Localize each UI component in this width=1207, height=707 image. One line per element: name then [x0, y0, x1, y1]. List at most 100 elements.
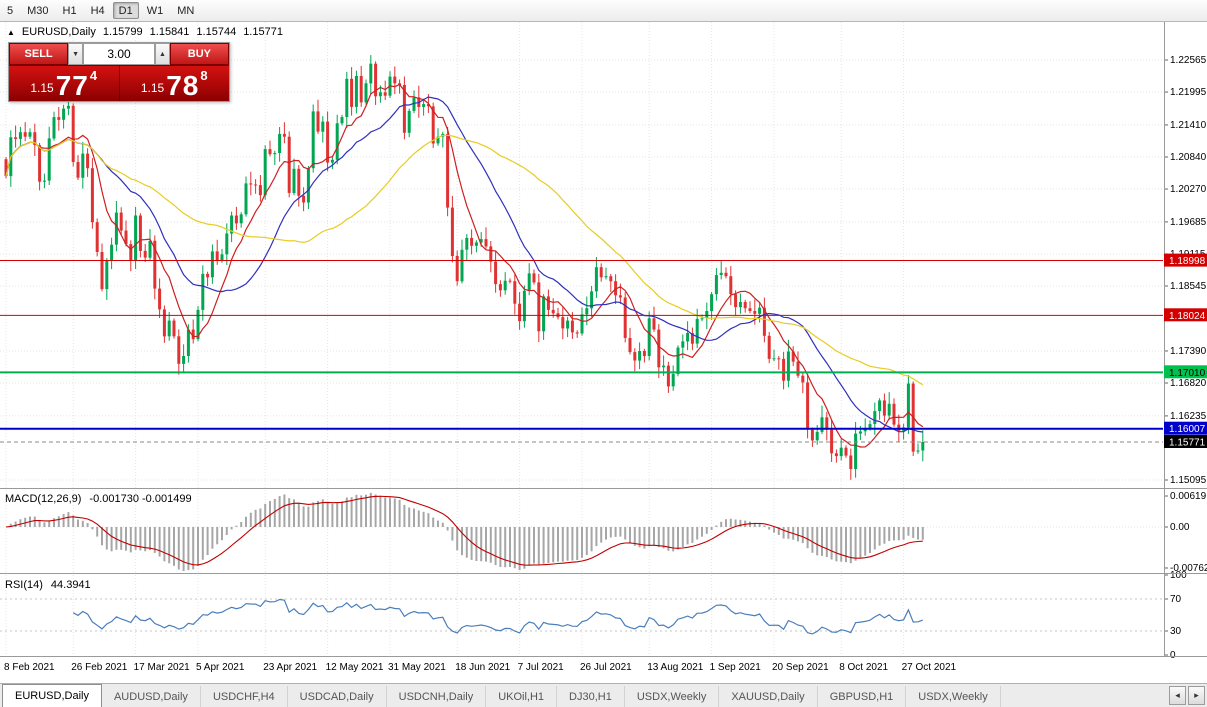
chart-tab-usdx-weekly[interactable]: USDX,Weekly	[625, 686, 720, 707]
candle	[633, 348, 637, 372]
macd-title: MACD(12,26,9)	[5, 493, 82, 505]
date-axis-label: 31 May 2021	[388, 662, 446, 673]
candle	[844, 445, 848, 458]
ma-line-20	[5, 96, 923, 433]
chart-tab-dj30-h1[interactable]: DJ30,H1	[557, 686, 625, 707]
price-axis-label: 1.21410	[1170, 120, 1207, 131]
tab-scroll-right-button[interactable]: ▸	[1188, 686, 1205, 705]
candle	[762, 297, 766, 343]
candle	[498, 280, 502, 297]
candle	[57, 106, 61, 131]
sell-price-display[interactable]: 1.15 77 4	[9, 66, 119, 101]
date-axis-label: 23 Apr 2021	[263, 662, 317, 673]
candle	[350, 67, 354, 116]
lot-increase-icon[interactable]: ▲	[155, 43, 170, 65]
timeframe-d1-button[interactable]: D1	[112, 2, 139, 19]
macd-axis-label: 0.00619	[1170, 491, 1207, 502]
candle	[810, 427, 814, 447]
candle	[33, 123, 37, 156]
price-badge-label: 1.18998	[1169, 256, 1206, 267]
candle	[450, 195, 454, 263]
candle	[210, 244, 214, 284]
timeframe-h1-button[interactable]: H1	[62, 4, 77, 17]
price-axis-label: 1.16235	[1170, 411, 1207, 422]
price-badge-label: 1.17010	[1169, 368, 1206, 379]
chart-tab-xauusd-daily[interactable]: XAUUSD,Daily	[719, 686, 818, 707]
price-badge-label: 1.18024	[1169, 311, 1206, 322]
date-axis-label: 8 Feb 2021	[4, 662, 55, 673]
candle	[825, 411, 829, 441]
sell-button[interactable]: SELL	[9, 43, 69, 65]
timeframe-m5-button[interactable]: 5	[7, 4, 14, 17]
candle	[182, 344, 186, 373]
candle	[652, 306, 656, 332]
candle	[686, 321, 690, 351]
chart-tab-usdcad-daily[interactable]: USDCAD,Daily	[288, 686, 387, 707]
candle	[705, 302, 709, 330]
candle	[158, 278, 162, 319]
collapse-panel-icon[interactable]: ▲	[7, 27, 15, 37]
price-axis-label: 1.21995	[1170, 87, 1207, 98]
candle	[494, 251, 498, 293]
candle	[772, 349, 776, 362]
timeframe-h4-button[interactable]: H4	[90, 4, 105, 17]
macd-signal-line	[5, 495, 923, 566]
candle	[172, 318, 176, 339]
candle	[753, 299, 757, 325]
lot-size-input[interactable]	[83, 43, 155, 65]
candle	[518, 292, 522, 330]
candle	[628, 327, 632, 355]
rsi-axis-label: 100	[1170, 570, 1187, 581]
candle	[921, 430, 925, 462]
candle	[359, 65, 363, 107]
chart-tab-usdchf-h4[interactable]: USDCHF,H4	[201, 686, 288, 707]
chart-tab-gbpusd-h1[interactable]: GBPUSD,H1	[818, 686, 907, 707]
rsi-line	[72, 598, 924, 635]
candle	[76, 155, 80, 181]
chart-tab-eurusd-daily[interactable]: EURUSD,Daily	[2, 684, 102, 707]
date-axis-label: 13 Aug 2021	[647, 662, 704, 673]
price-chart-canvas[interactable]: 8 Feb 2021 26 Feb 2021 17 Mar 2021 5 Apr 20…	[0, 22, 1207, 683]
price-axis-label: 1.20270	[1170, 184, 1207, 195]
candle	[537, 273, 541, 343]
chart-tab-usdx-weekly-2[interactable]: USDX,Weekly	[906, 686, 1001, 707]
candle	[278, 126, 282, 162]
date-axis-label: 18 Jun 2021	[455, 662, 510, 673]
price-badge	[1164, 365, 1207, 379]
buy-price-display[interactable]: 1.15 78 8	[120, 66, 230, 101]
candle	[422, 98, 426, 116]
tab-scroll-left-button[interactable]: ◂	[1169, 686, 1186, 705]
candle	[623, 292, 627, 343]
chart-tab-usdcnh-daily[interactable]: USDCNH,Daily	[387, 686, 487, 707]
timeframe-mn-button[interactable]: MN	[177, 4, 195, 17]
rsi-axis-label: 0	[1170, 650, 1176, 661]
candle	[282, 122, 286, 144]
price-axis-label: 1.19685	[1170, 217, 1207, 228]
chart-tab-ukoil-h1[interactable]: UKOil,H1	[486, 686, 558, 707]
timeframe-w1-button[interactable]: W1	[146, 4, 164, 17]
price-axis-label: 1.20840	[1170, 152, 1207, 163]
candle	[162, 305, 166, 343]
date-axis-label: 20 Sep 2021	[772, 662, 829, 673]
timeframe-m30-button[interactable]: M30	[27, 4, 49, 17]
candle	[316, 99, 320, 134]
price-badge	[1164, 435, 1207, 448]
candle	[258, 174, 262, 202]
buy-button[interactable]: BUY	[169, 43, 229, 65]
date-axis-label: 7 Jul 2021	[518, 662, 565, 673]
candle	[551, 298, 555, 318]
lot-decrease-icon[interactable]: ▼	[68, 43, 83, 65]
candle	[873, 402, 877, 435]
candle	[364, 79, 368, 105]
chart-tab-audusd-daily[interactable]: AUDUSD,Daily	[102, 686, 201, 707]
date-axis-label: 8 Oct 2021	[839, 662, 888, 673]
candle	[153, 235, 157, 300]
timeframe-toolbar: 5 M30 H1 H4 D1 W1 MN	[0, 0, 1207, 22]
candle	[666, 361, 670, 393]
candle	[330, 155, 334, 170]
candle	[47, 126, 51, 185]
candle	[882, 393, 886, 423]
candle	[642, 348, 646, 363]
rsi-value: 44.3941	[50, 579, 91, 591]
price-axis-label: 1.18545	[1170, 281, 1207, 292]
